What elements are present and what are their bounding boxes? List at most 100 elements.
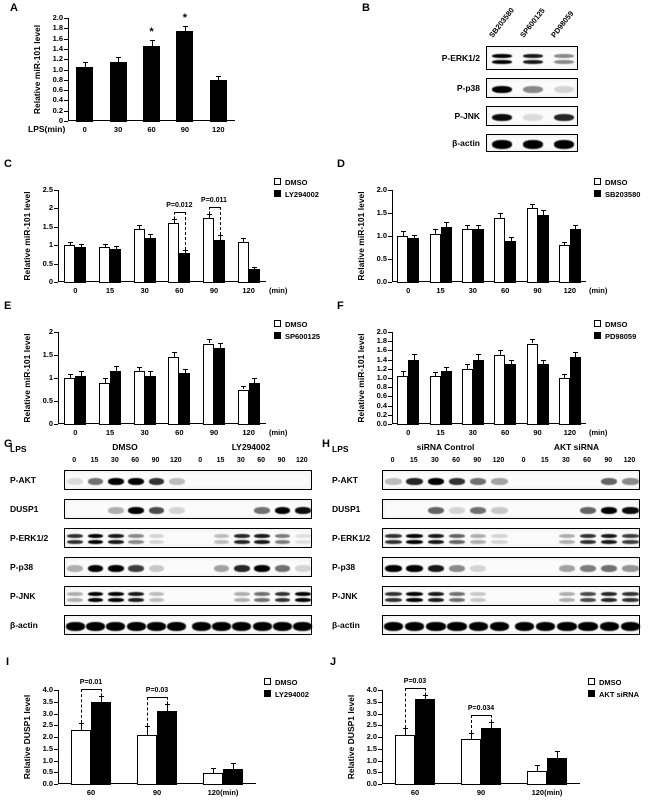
x-tick-label: 30 [468,286,477,295]
blot-row-label: P-ERK1/2 [441,53,480,63]
error-bar [543,359,544,365]
protein-band [107,477,124,485]
y-tick-mark [54,401,58,402]
legend-swatch [594,190,601,197]
bar [408,238,420,283]
x-tick-label: 0 [406,286,411,295]
error-bar-cap [171,351,177,353]
bar [157,711,177,785]
y-tick-label: 2.0 [42,732,53,741]
time-label: 0 [521,457,526,464]
protein-band [252,621,272,631]
time-label: 60 [257,457,266,464]
protein-band [579,564,597,572]
protein-band [514,621,535,631]
legend-swatch [274,320,281,327]
error-bar-cap [444,222,449,224]
error-bar [478,224,480,230]
y-tick-mark [54,378,58,379]
p-value-label: P=0.03 [403,677,427,685]
protein-band [536,621,556,631]
y-tick-mark [54,713,58,715]
legend-swatch [264,678,271,685]
protein-band [128,540,145,544]
plot-area [392,332,586,424]
time-label: 60 [452,457,460,464]
legend-label: DMSO [285,178,308,187]
time-label: 30 [110,457,119,464]
protein-band [274,564,291,572]
protein-band [448,540,466,544]
bracket-drop [173,211,175,219]
bar [494,217,506,283]
protein-band [406,477,423,485]
error-bar [213,767,214,774]
bar [214,348,225,425]
x-tick-label: 90 [209,428,219,437]
time-label: 15 [409,457,418,464]
y-tick-mark [378,737,382,738]
legend-swatch [274,178,281,185]
protein-band [67,534,84,538]
bar [203,773,223,785]
y-tick-mark [388,282,392,283]
x-tick-label: 60 [410,788,420,797]
y-tick-label: 1 [48,373,53,382]
protein-band [233,534,250,538]
panel-h-blot: LPS siRNA Control 0 15 30 60 90 120 AKT siRNA 0 15… [330,442,646,652]
protein-band [579,592,597,596]
y-tick-mark [54,226,58,228]
blot-row-label: β-actin [452,138,480,148]
y-tick-label: 2.0 [376,327,387,336]
protein-band [212,621,231,631]
protein-band [87,477,104,485]
error-bar-cap [241,385,247,387]
protein-band [107,564,124,572]
time-label: 120 [169,457,182,464]
bracket-drop [208,206,210,214]
protein-band [469,506,487,514]
protein-band [87,540,104,544]
protein-band [492,54,513,58]
blot-row-label: β-actin [10,620,38,630]
protein-band [128,506,145,514]
protein-band [492,139,513,149]
protein-band [65,621,85,631]
error-bar [532,203,533,209]
error-bar-cap [182,368,188,370]
error-bar-cap [67,241,73,243]
protein-band [128,534,145,538]
bar [558,378,570,425]
legend-label: LY294002 [285,190,319,199]
protein-band [600,564,618,572]
error-bar-cap [82,61,88,63]
lane-label: PD98059 [548,9,576,40]
error-bar [413,354,415,360]
bar [143,46,160,122]
error-bar [115,365,117,372]
y-tick-mark [54,701,58,703]
bar [203,343,214,425]
protein-band [523,85,543,93]
plot-area [58,332,266,424]
legend-label: SB203580 [605,190,641,199]
bar [203,217,214,283]
protein-band [233,564,250,572]
error-bar-cap [137,366,143,368]
p-value-label: P=0.034 [467,704,495,712]
panel-j-label: J [330,656,337,668]
y-tick-mark [388,341,392,343]
protein-band [126,621,146,631]
bar [237,389,249,425]
error-bar-cap [182,249,188,251]
bar [472,229,484,283]
error-bar-cap [433,372,438,374]
y-tick-mark [54,332,58,333]
y-tick-label: 0.2 [376,409,387,419]
blot-strip [382,586,640,606]
y-tick-mark [54,760,58,762]
x-tick-label: 60 [175,286,184,295]
y-tick-mark [54,737,58,738]
x-tick-label: 60 [500,428,510,437]
error-bar [402,231,404,236]
